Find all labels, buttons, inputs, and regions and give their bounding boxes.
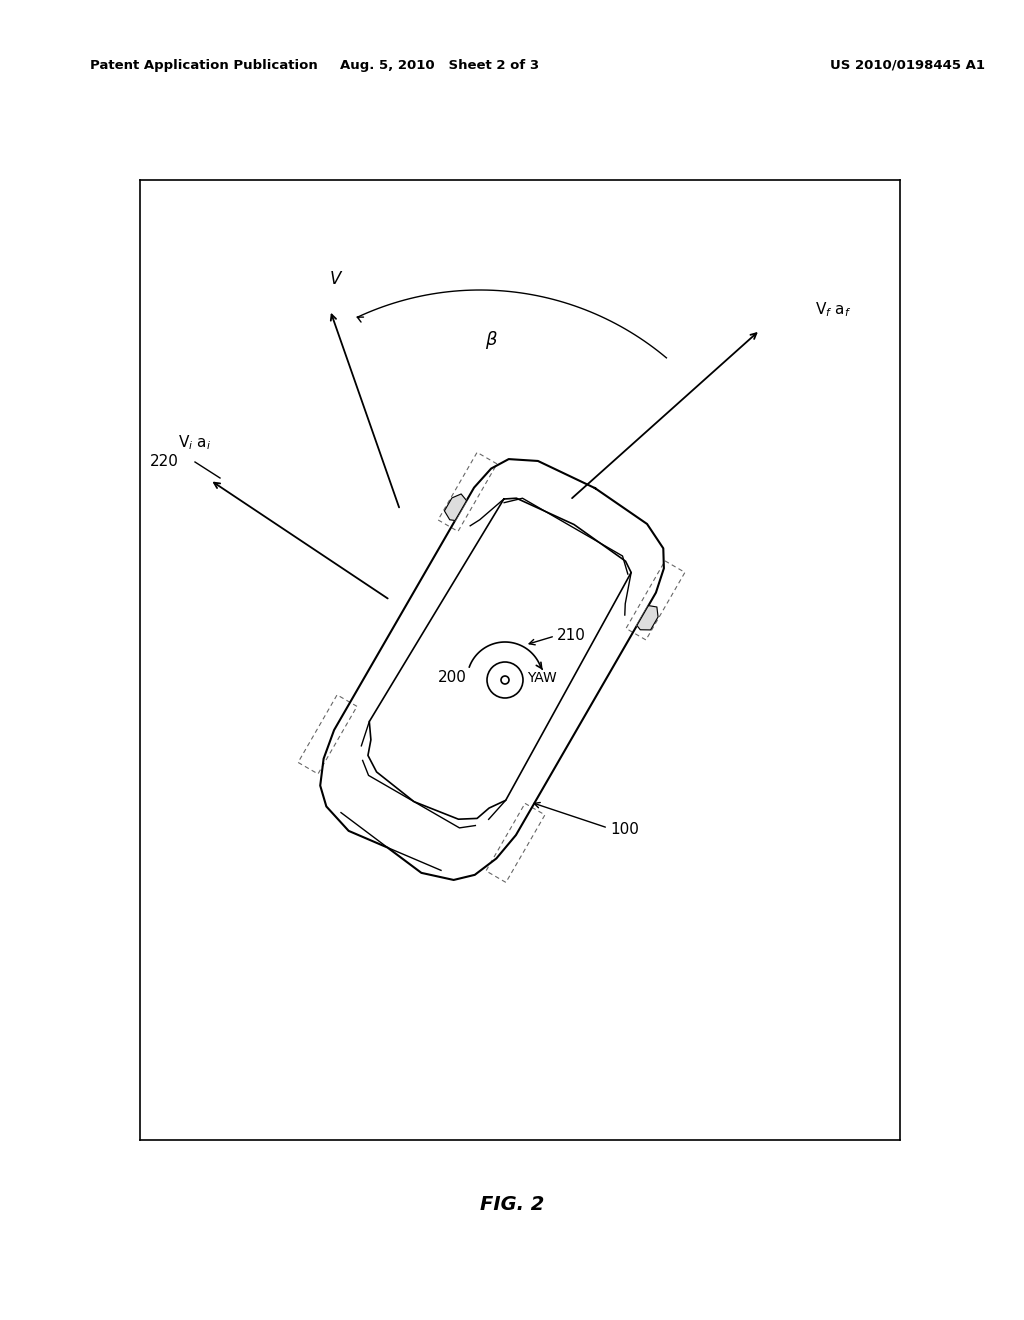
Polygon shape [368,498,631,820]
Text: 200: 200 [438,671,467,685]
Text: Aug. 5, 2010   Sheet 2 of 3: Aug. 5, 2010 Sheet 2 of 3 [340,58,540,71]
Text: 220: 220 [150,454,179,470]
Text: β: β [484,331,497,350]
Text: FIG. 2: FIG. 2 [480,1196,544,1214]
Text: V: V [330,271,341,288]
Polygon shape [444,494,467,520]
Polygon shape [321,459,664,880]
Text: 100: 100 [610,822,639,837]
Text: YAW: YAW [527,671,557,685]
Text: V$_i$ a$_i$: V$_i$ a$_i$ [178,433,212,451]
Polygon shape [637,606,658,630]
Text: V$_f$ a$_f$: V$_f$ a$_f$ [815,301,851,319]
Text: Patent Application Publication: Patent Application Publication [90,58,317,71]
Text: US 2010/0198445 A1: US 2010/0198445 A1 [830,58,985,71]
Text: 210: 210 [557,627,586,643]
